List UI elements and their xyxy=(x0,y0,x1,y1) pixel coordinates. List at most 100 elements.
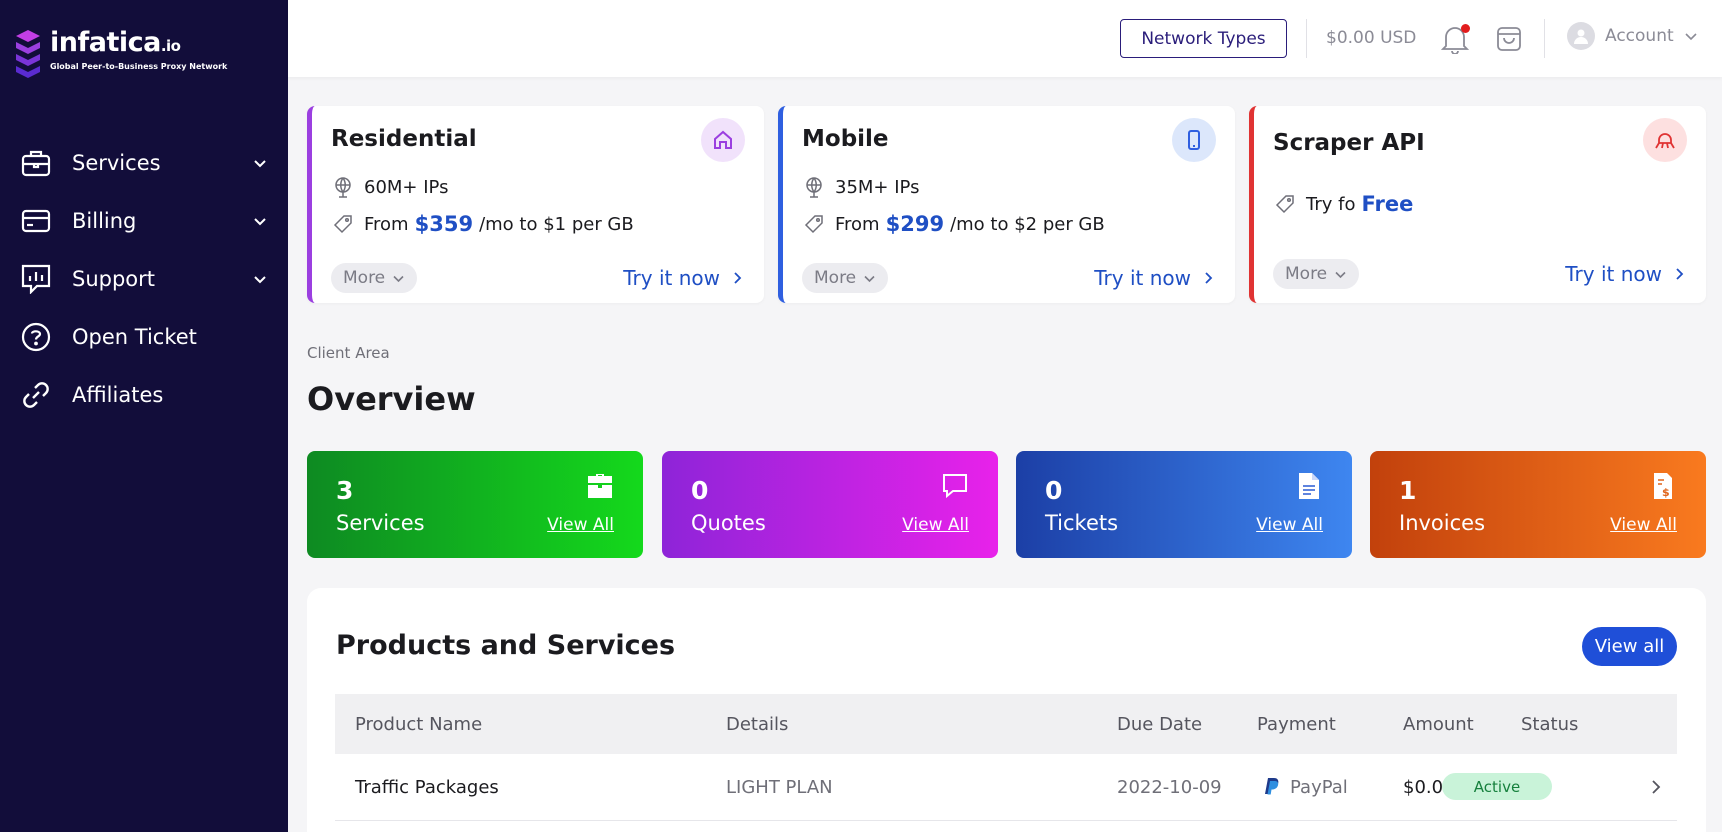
briefcase-icon xyxy=(588,474,612,498)
price-suffix: /mo to $2 per GB xyxy=(950,213,1105,235)
account-balance: $0.00 USD xyxy=(1326,28,1417,48)
stat-label: Quotes xyxy=(691,511,766,535)
more-button[interactable]: More xyxy=(802,263,889,293)
ips-row: 35M+ IPs xyxy=(803,176,919,198)
stat-tile-quotes[interactable]: 0 Quotes View All xyxy=(662,451,998,558)
chevron-down-icon xyxy=(1335,271,1346,278)
sidebar-item-affiliates[interactable]: Affiliates xyxy=(0,366,288,424)
stat-tile-invoices[interactable]: 1 Invoices $ View All xyxy=(1370,451,1706,558)
ips-count: 60M+ IPs xyxy=(364,176,449,198)
ips-row: 60M+ IPs xyxy=(332,176,448,198)
table-header: Product Name Details Due Date Payment Am… xyxy=(335,694,1677,754)
stat-count: 0 xyxy=(1045,476,1063,505)
chevron-down-icon xyxy=(864,275,875,282)
network-card-mobile: Mobile 35M+ IPs From $299 /mo to $2 per … xyxy=(778,106,1235,303)
try-free-row: Try fo Free xyxy=(1274,192,1413,216)
sidebar-item-services[interactable]: Services xyxy=(0,134,288,192)
phone-icon xyxy=(1188,130,1200,150)
globe-icon xyxy=(335,177,351,198)
chevron-right-icon[interactable] xyxy=(1648,779,1664,795)
stat-count: 3 xyxy=(336,476,354,505)
column-header-payment[interactable]: Payment xyxy=(1257,714,1336,735)
try-label: Try it now xyxy=(623,266,720,290)
chart-support-icon xyxy=(20,263,52,295)
column-header-status[interactable]: Status xyxy=(1521,714,1579,735)
try-it-now-link[interactable]: Try it now xyxy=(1565,262,1686,286)
view-all-services-link[interactable]: View All xyxy=(547,515,614,535)
more-label: More xyxy=(343,268,386,288)
chevron-right-icon xyxy=(1205,272,1213,284)
price-value: $359 xyxy=(414,212,474,236)
try-prefix: Try fo xyxy=(1306,193,1356,215)
tag-icon xyxy=(333,215,352,234)
view-all-tickets-link[interactable]: View All xyxy=(1256,515,1323,535)
network-card-scraper-api: Scraper API Try fo Free More Try it now xyxy=(1249,106,1706,303)
more-button[interactable]: More xyxy=(331,263,418,293)
card-badge xyxy=(701,118,745,162)
try-it-now-link[interactable]: Try it now xyxy=(1094,266,1215,290)
try-it-now-link[interactable]: Try it now xyxy=(623,266,744,290)
link-icon xyxy=(20,379,52,411)
stat-tile-services[interactable]: 3 Services View All xyxy=(307,451,643,558)
sidebar-item-label: Open Ticket xyxy=(72,325,197,349)
cell-due-date: 2022-10-09 xyxy=(1117,777,1222,798)
briefcase-icon xyxy=(20,147,52,179)
card-title: Residential xyxy=(331,126,477,152)
network-types-button[interactable]: Network Types xyxy=(1120,19,1287,58)
stat-label: Invoices xyxy=(1399,511,1486,535)
invoice-icon: $ xyxy=(1654,473,1672,499)
breadcrumb[interactable]: Client Area xyxy=(307,344,390,362)
brand-logo[interactable]: infatica.io Global Peer-to-Business Prox… xyxy=(14,28,227,78)
price-value: $299 xyxy=(885,212,945,236)
sidebar-item-support[interactable]: Support xyxy=(0,250,288,308)
sidebar-item-open-ticket[interactable]: Open Ticket xyxy=(0,308,288,366)
sidebar-item-label: Services xyxy=(72,151,161,175)
chat-icon xyxy=(943,474,967,499)
table-row[interactable]: Traffic Packages LIGHT PLAN 2022-10-09 P… xyxy=(335,754,1677,821)
ips-count: 35M+ IPs xyxy=(835,176,920,198)
price-row: From $299 /mo to $2 per GB xyxy=(803,212,1105,236)
stat-tile-tickets[interactable]: 0 Tickets View All xyxy=(1016,451,1352,558)
sidebar-item-label: Support xyxy=(72,267,156,291)
status-badge: Active xyxy=(1442,773,1552,800)
column-header-details[interactable]: Details xyxy=(726,714,789,735)
sidebar-nav: Services Billing Support Open Ticket xyxy=(0,134,288,424)
question-circle-icon xyxy=(20,321,52,353)
view-all-quotes-link[interactable]: View All xyxy=(902,515,969,535)
paypal-icon xyxy=(1265,778,1279,795)
page-title: Overview xyxy=(307,380,476,418)
price-from-label: From xyxy=(364,213,409,235)
account-label: Account xyxy=(1605,26,1674,46)
avatar xyxy=(1567,22,1595,50)
free-label: Free xyxy=(1361,192,1414,216)
home-icon xyxy=(714,130,732,149)
cell-payment: PayPal xyxy=(1290,777,1348,798)
cell-amount: $0.00 xyxy=(1403,777,1455,798)
more-button[interactable]: More xyxy=(1273,259,1360,289)
try-label: Try it now xyxy=(1565,262,1662,286)
sidebar-item-label: Affiliates xyxy=(72,383,164,407)
card-badge xyxy=(1172,118,1216,162)
view-all-invoices-link[interactable]: View All xyxy=(1610,515,1677,535)
price-suffix: /mo to $1 per GB xyxy=(479,213,634,235)
column-header-product-name[interactable]: Product Name xyxy=(355,714,483,735)
account-menu[interactable]: Account xyxy=(1567,22,1698,50)
cell-product-name: Traffic Packages xyxy=(355,777,499,798)
sidebar-item-billing[interactable]: Billing xyxy=(0,192,288,250)
notification-dot xyxy=(1461,24,1470,33)
svg-text:$: $ xyxy=(1662,486,1670,499)
chevron-down-icon xyxy=(254,160,266,168)
column-header-amount[interactable]: Amount xyxy=(1403,714,1474,735)
document-icon xyxy=(1299,473,1319,499)
notification-bell-icon[interactable] xyxy=(1441,24,1469,54)
brand-tld: .io xyxy=(160,37,181,55)
column-header-due-date[interactable]: Due Date xyxy=(1117,714,1203,735)
shopping-bag-icon[interactable] xyxy=(1495,25,1523,53)
card-title: Scraper API xyxy=(1273,130,1425,156)
chevron-right-icon xyxy=(1676,268,1684,280)
divider xyxy=(1544,19,1545,58)
chevron-down-icon xyxy=(1685,33,1697,41)
chevron-down-icon xyxy=(254,218,266,226)
stat-count: 0 xyxy=(691,476,709,505)
view-all-products-button[interactable]: View all xyxy=(1582,627,1677,666)
